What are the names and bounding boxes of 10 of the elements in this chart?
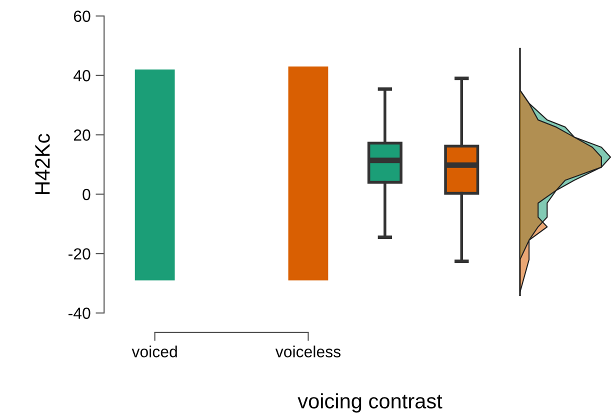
y-tick-label: -20 [68, 248, 90, 260]
y-tick-label: -40 [68, 308, 90, 319]
y-tick-label: 40 [74, 70, 90, 82]
x-tick-label: voiceless [275, 346, 341, 358]
y-tick-label: 0 [82, 188, 90, 200]
y-axis-title: H42Kc [35, 134, 50, 194]
y-tick-label: 20 [74, 129, 90, 141]
x-tick-label: voiced [132, 346, 177, 358]
x-axis-title: voicing contrast [298, 393, 442, 413]
y-tick-label: 60 [74, 10, 90, 22]
